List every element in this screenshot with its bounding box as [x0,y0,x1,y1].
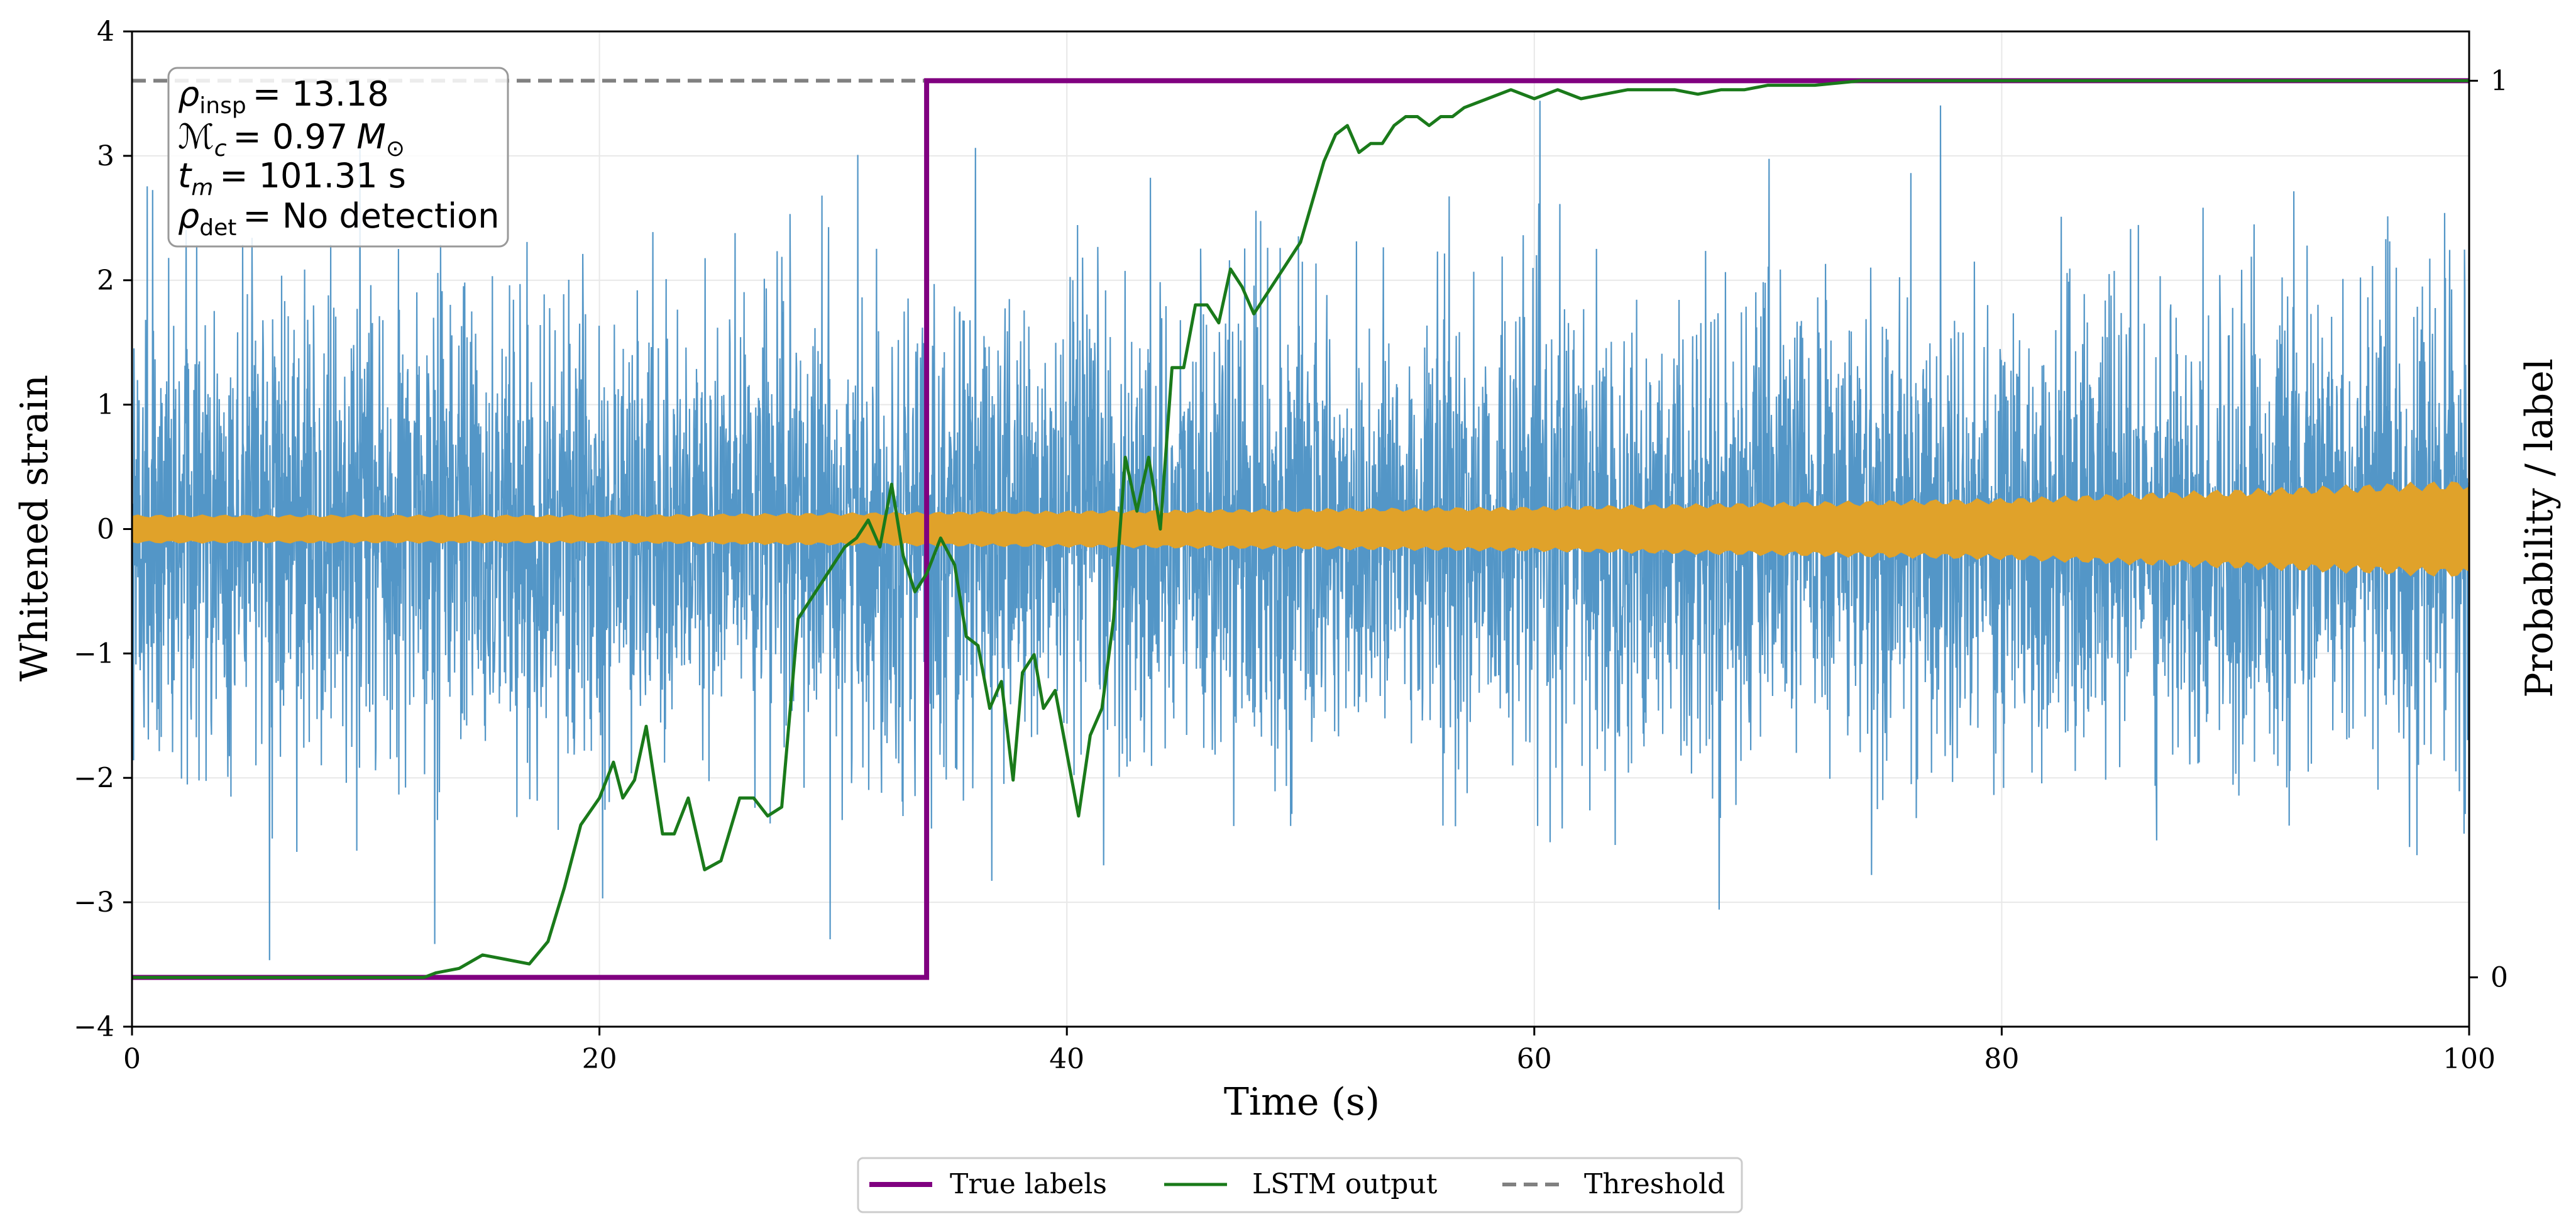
legend-label-lstm-output: LSTM output [1252,1168,1438,1200]
lstm-output-series [132,79,2469,980]
annotation-rho-insp: ρinsp = 13.18 [178,74,389,119]
x-tick-label: 40 [1049,1043,1084,1075]
y-tick-label: −1 [74,638,114,670]
y2-axis-ticks: 01 [2469,65,2508,994]
legend-label-threshold: Threshold [1584,1168,1725,1200]
annotation-frame [167,67,509,248]
x-tick-label: 100 [2443,1043,2496,1075]
x-tick-label: 80 [1984,1043,2019,1075]
x-tick-label: 60 [1517,1043,1552,1075]
y-tick-label: 1 [97,389,114,421]
legend-label-true-labels: True labels [950,1168,1107,1200]
legend: True labels LSTM output Threshold [857,1157,1743,1213]
annotation-t-merge: tm = 101.31 s [178,156,406,201]
y2-tick-label: 1 [2491,65,2508,97]
noise-series [131,101,2470,961]
y-tick-label: 0 [97,514,114,546]
legend-item-true-labels: True labels [869,1168,1107,1200]
annotation-chirp-mass: ℳc = 0.97 M⊙ [178,117,405,162]
x-tick-label: 0 [123,1043,141,1075]
x-tick-label: 20 [582,1043,617,1075]
y-axis-label: Whitened strain [13,375,57,682]
y-tick-label: 4 [97,16,114,48]
legend-item-lstm-output: LSTM output [1164,1168,1438,1200]
y-tick-label: −3 [74,886,114,919]
y-tick-label: 2 [97,265,114,297]
lstm-output-line [132,79,2469,980]
y-axis-ticks: −4 −3 −2 −1 0 1 2 3 4 [74,16,132,1043]
y-tick-label: −4 [74,1011,114,1043]
y2-axis-label: Probability / label [2518,358,2562,698]
true-labels-line [132,78,2469,980]
true-labels-series [132,78,2469,980]
y2-tick-label: 0 [2491,962,2508,994]
y-tick-label: −2 [74,762,114,794]
x-axis-label: Time (s) [1224,1080,1380,1124]
annotation-rho-det: ρdet = No detection [178,196,499,241]
x-axis-ticks: 0 20 40 60 80 100 [123,1027,2496,1075]
legend-frame [857,1157,1743,1213]
noise-trace [131,101,2470,961]
legend-item-threshold: Threshold [1502,1168,1725,1200]
y-tick-label: 3 [97,140,114,172]
annotation-box: ρinsp = 13.18 ℳc = 0.97 M⊙ tm = 101.31 s ρde… [167,67,509,248]
